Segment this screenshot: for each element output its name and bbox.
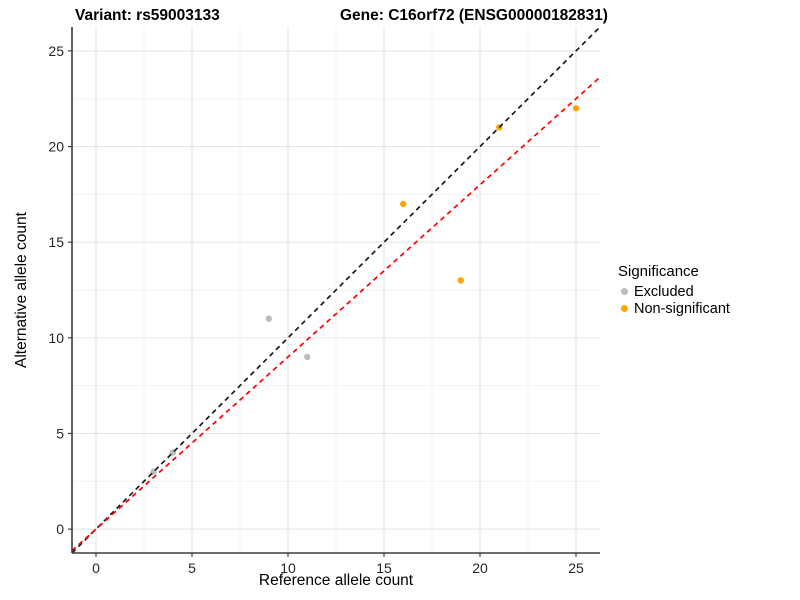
reference-lines xyxy=(71,26,601,554)
legend: Significance Excluded Non-significant xyxy=(618,263,730,317)
legend-item-excluded: Excluded xyxy=(618,283,730,300)
legend-title: Significance xyxy=(618,263,699,280)
y-tick-label: 15 xyxy=(48,234,64,250)
fit-line xyxy=(71,76,601,552)
y-axis-title: Alternative allele count xyxy=(13,212,30,368)
y-tick-label: 25 xyxy=(48,43,64,59)
y-tick-label: 0 xyxy=(56,521,64,537)
legend-item-non-significant: Non-significant xyxy=(618,300,730,317)
x-axis-title: Reference allele count xyxy=(258,572,414,589)
major-gridlines xyxy=(72,27,600,553)
non-significant-dot-icon xyxy=(621,305,628,312)
identity-line xyxy=(71,26,601,554)
x-tick-label: 0 xyxy=(92,560,100,576)
plot-title-variant: Variant: rs59003133 xyxy=(75,7,220,24)
y-tick-label: 20 xyxy=(48,139,64,155)
x-tick-label: 20 xyxy=(472,560,488,576)
axis-tick-labels: 0 5 10 15 20 25 0 5 10 15 20 25 xyxy=(48,43,584,576)
minor-gridlines xyxy=(72,27,600,553)
legend-label-non-significant: Non-significant xyxy=(634,300,730,317)
legend-label-excluded: Excluded xyxy=(634,283,694,300)
data-point-non-significant xyxy=(457,277,464,284)
plot-title-gene: Gene: C16orf72 (ENSG00000182831) xyxy=(340,7,608,24)
data-point-excluded xyxy=(265,315,272,322)
data-point-non-significant xyxy=(400,200,407,208)
x-tick-label: 10 xyxy=(280,560,296,576)
x-tick-label: 25 xyxy=(568,560,584,576)
axis-lines xyxy=(71,27,600,554)
x-tick-label: 5 xyxy=(188,560,196,576)
y-tick-label: 5 xyxy=(56,425,64,441)
x-tick-label: 15 xyxy=(376,560,392,576)
data-point-non-significant xyxy=(572,105,580,112)
data-point-excluded xyxy=(304,353,311,361)
axis-ticks xyxy=(68,50,577,557)
excluded-dot-icon xyxy=(621,288,628,295)
y-tick-label: 10 xyxy=(48,330,64,346)
